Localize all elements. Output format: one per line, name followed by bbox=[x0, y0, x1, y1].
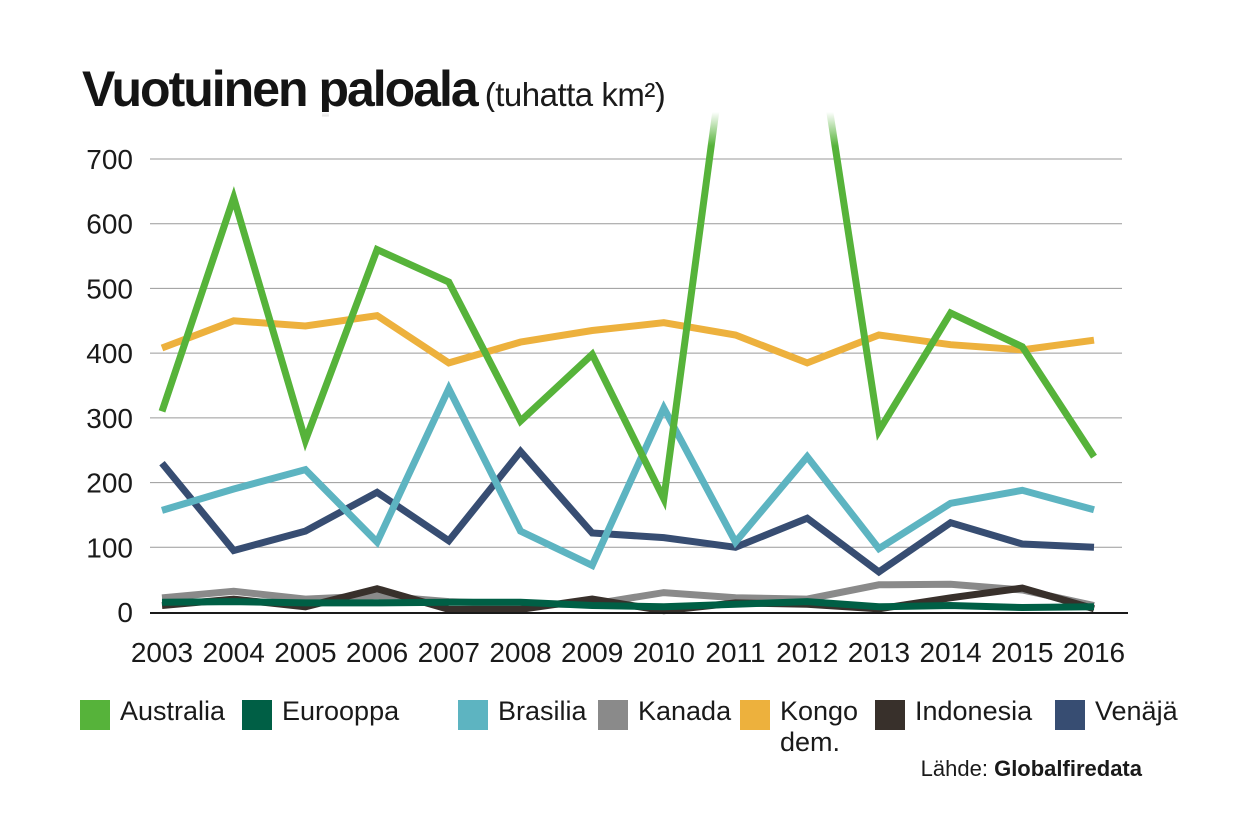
y-tick-label: 700 bbox=[86, 144, 133, 175]
legend-label: Indonesia bbox=[915, 696, 1033, 726]
legend: Australia Eurooppa Brasilia Kanada Kongo dem.… bbox=[80, 696, 1180, 766]
legend-label: Venäjä bbox=[1095, 696, 1178, 726]
legend-label: Kanada bbox=[638, 696, 732, 726]
x-tick-label: 2010 bbox=[633, 637, 695, 668]
x-tick-label: 2008 bbox=[489, 637, 551, 668]
legend-label: Brasilia bbox=[498, 696, 587, 726]
series-line-venäjä bbox=[159, 446, 1095, 577]
legend-swatch bbox=[598, 700, 628, 730]
x-tick-label: 2015 bbox=[991, 637, 1053, 668]
chart-subtitle: (tuhatta km²) bbox=[484, 76, 666, 113]
chart-title-block: Vuotuinen paloala (tuhatta km²) bbox=[82, 60, 666, 118]
y-tick-label: 200 bbox=[86, 468, 133, 499]
legend-swatch bbox=[458, 700, 488, 730]
legend-label: Eurooppa bbox=[282, 696, 400, 726]
source-name: Globalfiredata bbox=[994, 756, 1142, 781]
x-tick-label: 2012 bbox=[776, 637, 838, 668]
series-line-brasilia bbox=[160, 380, 1095, 571]
legend-label: Australia bbox=[120, 696, 226, 726]
y-tick-label: 0 bbox=[117, 597, 133, 628]
source-note: Lähde: Globalfiredata bbox=[921, 756, 1142, 782]
chart-title: Vuotuinen paloala bbox=[82, 61, 479, 117]
legend-swatch bbox=[1055, 700, 1085, 730]
grid-lines bbox=[150, 158, 1122, 548]
x-tick-label: 2006 bbox=[346, 637, 408, 668]
x-axis-ticks: 2003 2004 2005 2006 2007 2008 2009 2010 2011 2012… bbox=[131, 637, 1125, 668]
x-tick-label: 2011 bbox=[705, 637, 765, 668]
series-line-kanada bbox=[161, 580, 1095, 609]
series-line-eurooppa bbox=[161, 598, 1095, 612]
overflow-fade bbox=[0, 112, 1240, 146]
legend-swatch bbox=[740, 700, 770, 730]
x-tick-label: 2016 bbox=[1063, 637, 1125, 668]
y-axis-ticks: 0 100 200 300 400 500 600 700 bbox=[86, 144, 133, 628]
x-tick-label: 2014 bbox=[919, 637, 981, 668]
legend-swatch bbox=[875, 700, 905, 730]
y-tick-label: 300 bbox=[86, 403, 133, 434]
y-tick-label: 100 bbox=[86, 532, 133, 563]
legend-label: Kongo dem. bbox=[780, 696, 859, 757]
series-line-australia bbox=[158, 112, 1097, 511]
x-tick-label: 2005 bbox=[274, 637, 336, 668]
x-tick-label: 2007 bbox=[418, 637, 480, 668]
legend-swatch bbox=[80, 700, 110, 730]
x-tick-label: 2013 bbox=[848, 637, 910, 668]
source-label: Lähde: bbox=[920, 756, 988, 781]
x-tick-label: 2004 bbox=[203, 637, 265, 668]
x-tick-label: 2003 bbox=[131, 637, 193, 668]
y-tick-label: 600 bbox=[86, 209, 133, 240]
y-tick-label: 500 bbox=[86, 273, 133, 304]
series-line-kongo-dem- bbox=[160, 311, 1095, 367]
x-tick-label: 2009 bbox=[561, 637, 623, 668]
series-lines bbox=[158, 112, 1097, 615]
y-tick-label: 400 bbox=[86, 338, 133, 369]
legend-swatch bbox=[242, 700, 272, 730]
